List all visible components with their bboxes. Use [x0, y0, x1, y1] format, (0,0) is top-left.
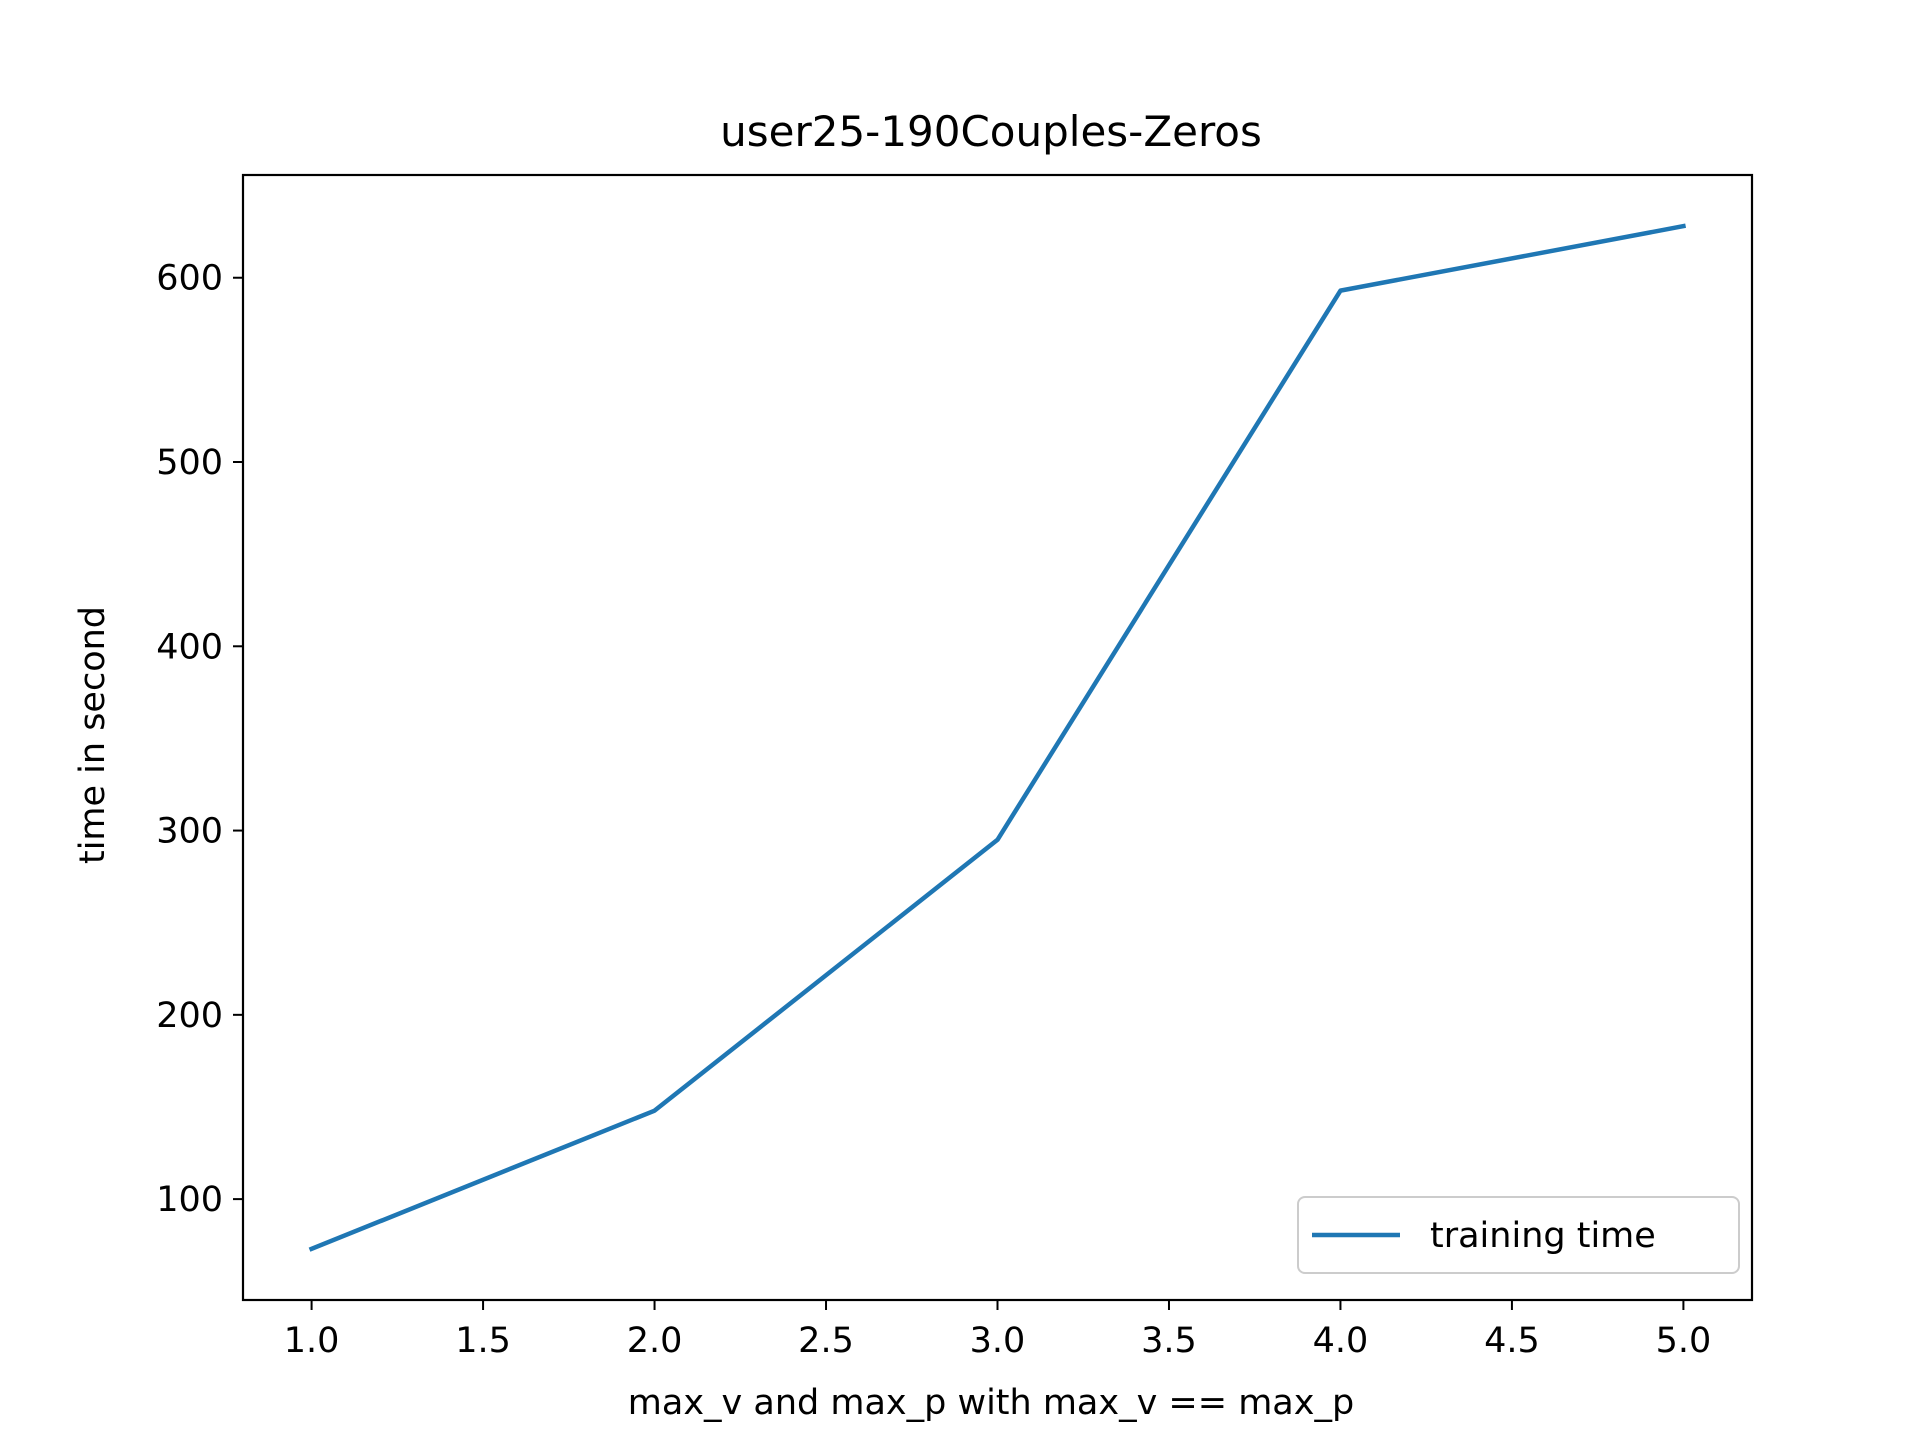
x-tick-label: 3.0 — [970, 1321, 1026, 1361]
x-tick-label: 3.5 — [1141, 1321, 1197, 1361]
x-axis: 1.0 1.5 2.0 2.5 3.0 3.5 4.0 4.5 5.0 — [284, 1300, 1711, 1361]
series-line-0 — [308, 223, 1687, 1252]
chart-title: user25-190Couples-Zeros — [720, 107, 1262, 156]
legend-label: training time — [1430, 1216, 1656, 1256]
y-tick-label: 600 — [156, 259, 223, 299]
x-tick-label: 1.5 — [455, 1321, 511, 1361]
y-tick-label: 100 — [156, 1180, 223, 1220]
x-axis-label: max_v and max_p with max_v == max_p — [628, 1383, 1354, 1423]
y-tick-label: 200 — [156, 996, 223, 1036]
y-tick-label: 400 — [156, 627, 223, 667]
x-tick-label: 2.5 — [798, 1321, 854, 1361]
x-tick-label: 1.0 — [284, 1321, 340, 1361]
y-axis: 100 200 300 400 500 600 — [156, 259, 243, 1220]
x-tick-label: 5.0 — [1656, 1321, 1712, 1361]
y-axis-label: time in second — [73, 606, 113, 864]
legend: training time — [1297, 1196, 1740, 1274]
x-tick-label: 4.5 — [1484, 1321, 1540, 1361]
x-tick-label: 4.0 — [1313, 1321, 1369, 1361]
y-tick-label: 300 — [156, 812, 223, 852]
x-tick-label: 2.0 — [627, 1321, 683, 1361]
y-tick-label: 500 — [156, 443, 223, 483]
legend-box — [1297, 1196, 1740, 1274]
